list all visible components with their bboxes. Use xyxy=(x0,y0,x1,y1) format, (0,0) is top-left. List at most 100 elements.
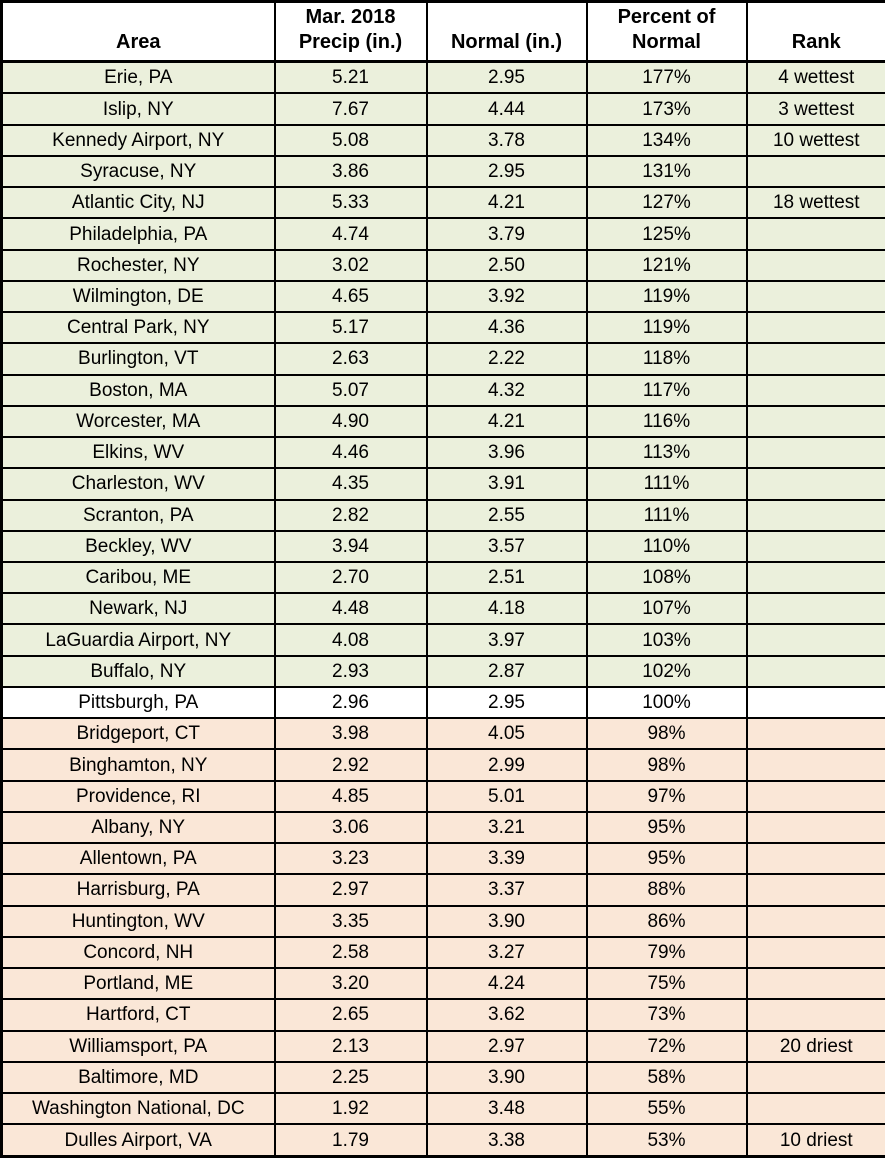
cell-precip: 2.82 xyxy=(273,498,428,532)
cell-normal: 4.24 xyxy=(425,967,588,1001)
cell-rank xyxy=(745,654,885,688)
table-row: Wilmington, DE 4.65 3.92 119% xyxy=(0,279,885,314)
cell-normal: 3.37 xyxy=(425,873,588,907)
cell-area: Portland, ME xyxy=(0,967,276,1001)
column-header-rank: Rank xyxy=(745,0,885,63)
cell-area: Williamsport, PA xyxy=(0,1029,276,1063)
cell-percent: 108% xyxy=(585,560,748,595)
cell-rank xyxy=(745,217,885,251)
cell-rank xyxy=(745,842,885,876)
cell-precip: 5.08 xyxy=(273,123,428,157)
cell-percent: 88% xyxy=(585,873,748,907)
table-row: Huntington, WV 3.35 3.90 86% xyxy=(0,904,885,938)
table-row: LaGuardia Airport, NY 4.08 3.97 103% xyxy=(0,623,885,657)
cell-area: LaGuardia Airport, NY xyxy=(0,623,276,657)
cell-rank xyxy=(745,311,885,345)
cell-rank xyxy=(745,967,885,1001)
cell-normal: 4.44 xyxy=(425,92,588,126)
cell-rank: 10 driest xyxy=(745,1123,885,1158)
cell-area: Syracuse, NY xyxy=(0,154,276,189)
cell-precip: 2.92 xyxy=(273,748,428,782)
cell-percent: 95% xyxy=(585,842,748,876)
cell-area: Worcester, MA xyxy=(0,404,276,439)
table-row: Worcester, MA 4.90 4.21 116% xyxy=(0,404,885,439)
cell-percent: 73% xyxy=(585,998,748,1032)
cell-percent: 173% xyxy=(585,92,748,126)
cell-percent: 119% xyxy=(585,311,748,345)
cell-rank xyxy=(745,592,885,626)
cell-rank xyxy=(745,248,885,282)
cell-normal: 5.01 xyxy=(425,779,588,813)
table-row: Buffalo, NY 2.93 2.87 102% xyxy=(0,654,885,688)
cell-percent: 79% xyxy=(585,935,748,970)
cell-percent: 117% xyxy=(585,373,748,407)
cell-rank xyxy=(745,935,885,970)
table-row: Atlantic City, NJ 5.33 4.21 127% 18 wettest xyxy=(0,186,885,220)
cell-rank xyxy=(745,748,885,782)
cell-rank xyxy=(745,436,885,470)
cell-rank: 10 wettest xyxy=(745,123,885,157)
cell-percent: 121% xyxy=(585,248,748,282)
table-row: Charleston, WV 4.35 3.91 111% xyxy=(0,467,885,501)
cell-precip: 3.06 xyxy=(273,810,428,845)
cell-percent: 86% xyxy=(585,904,748,938)
cell-precip: 4.74 xyxy=(273,217,428,251)
table-row: Rochester, NY 3.02 2.50 121% xyxy=(0,248,885,282)
cell-rank xyxy=(745,467,885,501)
cell-precip: 3.98 xyxy=(273,717,428,751)
cell-rank xyxy=(745,154,885,189)
cell-rank: 20 driest xyxy=(745,1029,885,1063)
table-row: Islip, NY 7.67 4.44 173% 3 wettest xyxy=(0,92,885,126)
cell-normal: 3.96 xyxy=(425,436,588,470)
table-row: Newark, NJ 4.48 4.18 107% xyxy=(0,592,885,626)
cell-percent: 53% xyxy=(585,1123,748,1158)
cell-percent: 127% xyxy=(585,186,748,220)
cell-rank xyxy=(745,279,885,314)
cell-precip: 2.13 xyxy=(273,1029,428,1063)
cell-normal: 2.95 xyxy=(425,60,588,95)
cell-area: Islip, NY xyxy=(0,92,276,126)
table-row: Bridgeport, CT 3.98 4.05 98% xyxy=(0,717,885,751)
cell-normal: 2.95 xyxy=(425,685,588,720)
cell-area: Binghamton, NY xyxy=(0,748,276,782)
cell-precip: 5.07 xyxy=(273,373,428,407)
cell-percent: 95% xyxy=(585,810,748,845)
cell-area: Kennedy Airport, NY xyxy=(0,123,276,157)
header-row: Area Mar. 2018 Precip (in.) Normal (in.)… xyxy=(0,0,885,63)
cell-normal: 3.57 xyxy=(425,529,588,564)
cell-precip: 5.21 xyxy=(273,60,428,95)
cell-normal: 2.95 xyxy=(425,154,588,189)
cell-rank xyxy=(745,1091,885,1126)
cell-rank: 18 wettest xyxy=(745,186,885,220)
cell-rank: 4 wettest xyxy=(745,60,885,95)
cell-normal: 2.51 xyxy=(425,560,588,595)
cell-rank xyxy=(745,904,885,938)
cell-precip: 2.63 xyxy=(273,342,428,376)
cell-normal: 4.32 xyxy=(425,373,588,407)
cell-rank xyxy=(745,1060,885,1094)
cell-area: Wilmington, DE xyxy=(0,279,276,314)
table-row: Harrisburg, PA 2.97 3.37 88% xyxy=(0,873,885,907)
table-row: Kennedy Airport, NY 5.08 3.78 134% 10 wettes… xyxy=(0,123,885,157)
column-header-percent: Percent of Normal xyxy=(585,0,748,63)
cell-rank xyxy=(745,404,885,439)
cell-percent: 97% xyxy=(585,779,748,813)
table-row: Caribou, ME 2.70 2.51 108% xyxy=(0,560,885,595)
table-row: Washington National, DC 1.92 3.48 55% xyxy=(0,1091,885,1126)
cell-precip: 4.48 xyxy=(273,592,428,626)
cell-precip: 2.25 xyxy=(273,1060,428,1094)
cell-percent: 113% xyxy=(585,436,748,470)
cell-area: Allentown, PA xyxy=(0,842,276,876)
cell-area: Philadelphia, PA xyxy=(0,217,276,251)
cell-rank xyxy=(745,873,885,907)
cell-precip: 4.46 xyxy=(273,436,428,470)
cell-rank xyxy=(745,373,885,407)
table-row: Albany, NY 3.06 3.21 95% xyxy=(0,810,885,845)
cell-normal: 2.87 xyxy=(425,654,588,688)
cell-percent: 75% xyxy=(585,967,748,1001)
cell-percent: 131% xyxy=(585,154,748,189)
table-row: Portland, ME 3.20 4.24 75% xyxy=(0,967,885,1001)
cell-area: Boston, MA xyxy=(0,373,276,407)
table-row: Boston, MA 5.07 4.32 117% xyxy=(0,373,885,407)
